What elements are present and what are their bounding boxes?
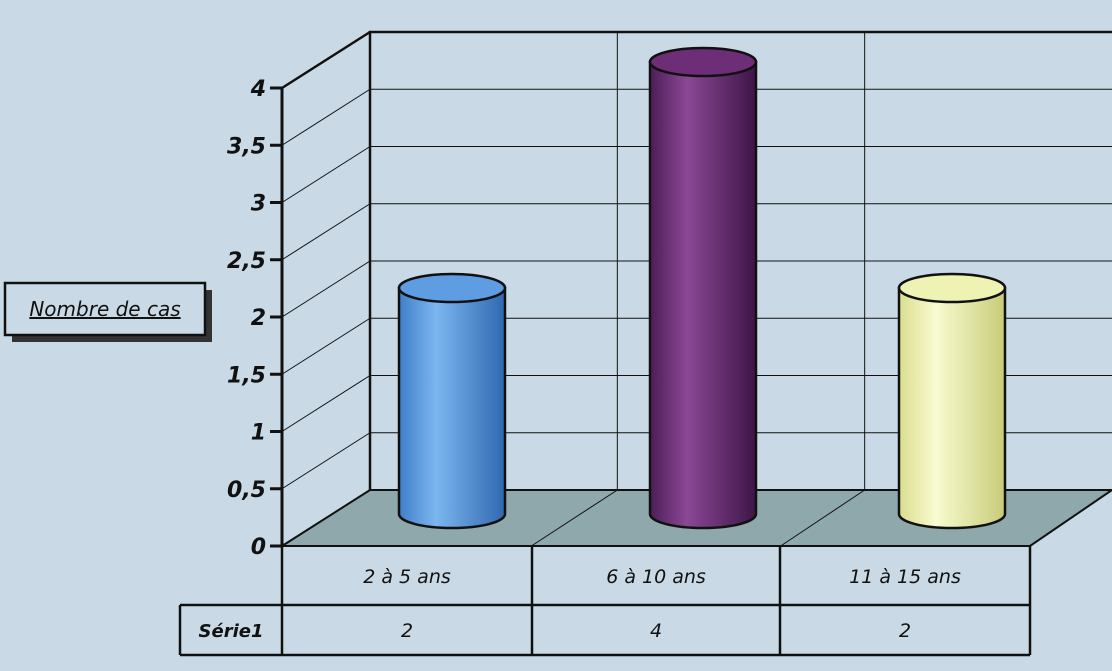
table-row-label: Série1 xyxy=(199,621,264,642)
y-tick-label-7: 3,5 xyxy=(227,134,266,159)
floor-divider-2 xyxy=(780,489,865,547)
y-tick-label-1: 0,5 xyxy=(227,478,266,503)
bar-0 xyxy=(397,272,507,530)
bar-body-2 xyxy=(897,286,1007,530)
bar-top-0 xyxy=(397,272,507,304)
gridline-side-5 xyxy=(281,203,371,261)
bar-top-1 xyxy=(648,46,758,78)
y-tick-label-5: 2,5 xyxy=(227,249,266,274)
bar-body-1 xyxy=(648,60,758,530)
table-value-2: 2 xyxy=(899,620,911,642)
y-tick-label-8: 4 xyxy=(250,77,266,102)
bars xyxy=(397,46,1007,530)
ylabel: Nombre de cas xyxy=(29,297,180,321)
data-table: 2 à 5 ans 2 6 à 10 ans 4 11 à 15 ans 2 Série1 xyxy=(178,546,1032,657)
value-axis: 0 0,5 1 1,5 2 2,5 3 3,5 4 xyxy=(227,77,284,560)
y-tick-label-4: 2 xyxy=(251,306,266,331)
y-tick-label-2: 1 xyxy=(251,421,266,446)
y-tick-label-6: 3 xyxy=(251,192,266,217)
gridline-side-3 xyxy=(281,317,371,375)
table-value-0: 2 xyxy=(401,620,413,642)
table-value-1: 4 xyxy=(650,620,662,642)
bar-top-2 xyxy=(897,272,1007,304)
gridline-side-6 xyxy=(281,146,371,203)
category-label-2: 11 à 15 ans xyxy=(849,566,961,588)
bar-body-0 xyxy=(397,286,507,530)
bar-2 xyxy=(897,272,1007,530)
bar-1 xyxy=(648,46,758,530)
category-label-1: 6 à 10 ans xyxy=(606,566,706,588)
y-tick-label-0: 0 xyxy=(251,535,266,560)
wall-top-edge xyxy=(281,30,371,90)
gridline-side-4 xyxy=(281,260,371,318)
floor-divider-1 xyxy=(531,489,618,547)
gridline-side-2 xyxy=(281,375,371,432)
ylabel-box: Nombre de cas xyxy=(3,281,212,342)
y-tick-label-3: 1,5 xyxy=(227,363,266,388)
gridline-side-1 xyxy=(281,432,371,490)
category-label-0: 2 à 5 ans xyxy=(363,566,451,588)
gridline-side-7 xyxy=(281,88,371,146)
